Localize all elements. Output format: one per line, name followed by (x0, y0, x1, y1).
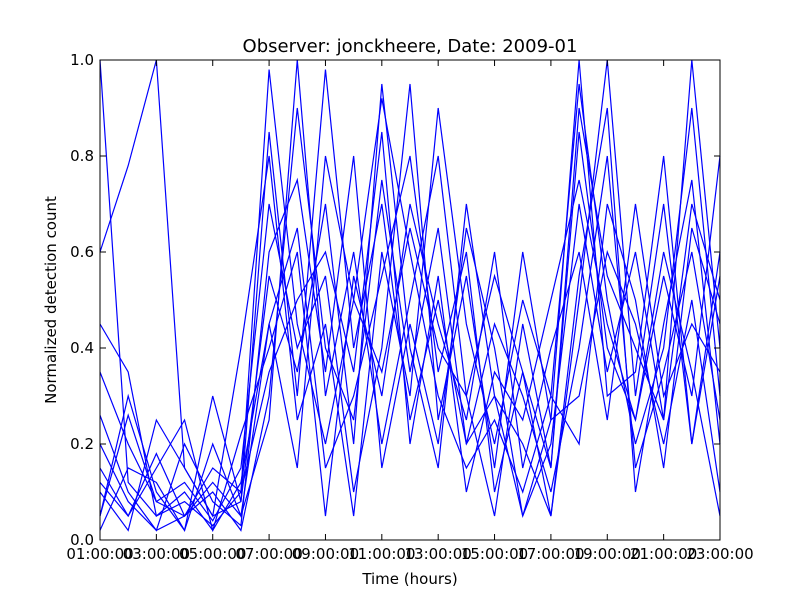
y-tick-label: 1.0 (70, 51, 94, 69)
x-tick-label: 03:00:00 (123, 545, 190, 563)
series-line-5 (99, 83, 721, 522)
x-tick-label: 01:00:00 (66, 545, 133, 563)
series-line-3 (99, 59, 721, 532)
series-line-10 (99, 59, 721, 532)
series-line-11 (99, 131, 721, 517)
x-tick-label: 11:00:00 (348, 545, 415, 563)
y-tick-label: 0.6 (70, 243, 94, 261)
x-tick-label: 07:00:00 (235, 545, 302, 563)
series-line-7 (99, 83, 721, 533)
y-tick-label: 0.0 (70, 531, 94, 549)
x-axis-ticks: 01:00:0003:00:0005:00:0007:00:0009:00:00… (66, 60, 754, 563)
series-line-2 (99, 59, 721, 519)
y-tick-label: 0.4 (70, 339, 94, 357)
x-tick-label: 23:00:00 (686, 545, 753, 563)
chart-title: Observer: jonckheere, Date: 2009-01 (243, 36, 578, 57)
series-line-4 (99, 107, 721, 532)
x-tick-label: 09:00:00 (292, 545, 359, 563)
series-line-12 (99, 107, 721, 532)
y-tick-label: 0.8 (70, 147, 94, 165)
x-tick-label: 13:00:00 (404, 545, 471, 563)
x-tick-label: 21:00:00 (630, 545, 697, 563)
x-tick-label: 19:00:00 (574, 545, 641, 563)
x-tick-label: 05:00:00 (179, 545, 246, 563)
y-tick-label: 0.2 (70, 435, 94, 453)
series-line-9 (99, 107, 721, 532)
y-axis-label: Normalized detection count (42, 196, 60, 404)
x-axis-label: Time (hours) (361, 570, 457, 588)
series-layer (99, 59, 721, 533)
x-tick-label: 15:00:00 (461, 545, 528, 563)
series-line-8 (99, 203, 721, 532)
y-axis-ticks: 0.0 0.2 0.4 0.6 0.8 1.0 (70, 51, 720, 549)
x-tick-label: 17:00:00 (517, 545, 584, 563)
plot-frame (99, 59, 721, 541)
